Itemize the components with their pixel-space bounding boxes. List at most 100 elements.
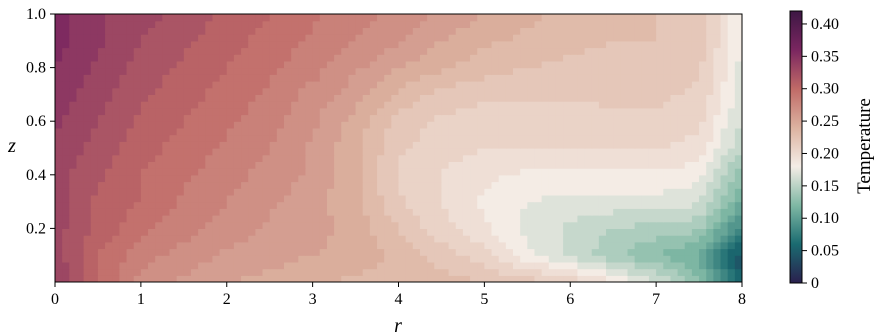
heatmap-cell [691, 127, 700, 136]
heatmap-cell [548, 54, 557, 62]
heatmap-cell [284, 114, 292, 122]
heatmap-cell [541, 241, 550, 250]
heatmap-cell [541, 127, 550, 136]
heatmap-cell [377, 87, 385, 95]
heatmap-cell [634, 201, 643, 209]
heatmap-cell [162, 81, 171, 89]
heatmap-cell [677, 235, 686, 243]
heatmap-cell [634, 194, 643, 203]
heatmap-cell [434, 81, 443, 89]
heatmap-cell [720, 215, 729, 223]
heatmap-cell [441, 181, 450, 189]
heatmap-cell [97, 241, 106, 250]
heatmap-cell [198, 101, 206, 109]
heatmap-cell [713, 215, 722, 223]
heatmap-cell [233, 20, 242, 28]
heatmap-cell [241, 235, 249, 243]
heatmap-cell [598, 40, 607, 49]
y-tick-label: 0.2 [26, 220, 46, 237]
heatmap-cell [563, 47, 571, 55]
heatmap-cell [470, 81, 478, 89]
heatmap-cell [727, 34, 736, 42]
heatmap-cell [377, 228, 385, 236]
heatmap-cell [455, 14, 464, 22]
heatmap-cell [284, 60, 292, 69]
heatmap-cell [112, 235, 121, 243]
heatmap-cell [269, 181, 278, 189]
heatmap-cell [648, 275, 657, 282]
heatmap-cell [434, 235, 443, 243]
heatmap-cell [219, 87, 228, 95]
heatmap-cell [169, 208, 178, 216]
heatmap-cell [470, 94, 478, 102]
heatmap-cell [577, 94, 586, 102]
heatmap-cell [713, 121, 722, 129]
heatmap-cell [720, 188, 729, 196]
heatmap-cell [269, 174, 278, 183]
heatmap-cell [190, 168, 199, 176]
heatmap-cell [491, 208, 500, 216]
heatmap-cell [133, 107, 142, 116]
heatmap-cell [105, 208, 113, 216]
heatmap-cell [455, 54, 464, 62]
heatmap-cell [183, 154, 192, 162]
heatmap-cell [691, 235, 700, 243]
heatmap-cell [312, 101, 321, 109]
heatmap-cell [706, 74, 714, 82]
heatmap-cell [606, 14, 614, 22]
heatmap-cell [90, 141, 99, 149]
heatmap-cell [462, 87, 471, 95]
heatmap-cell [441, 134, 450, 142]
heatmap-cell [133, 181, 142, 189]
heatmap-cell [470, 188, 478, 196]
heatmap-cell [405, 127, 414, 136]
heatmap-cell [226, 141, 235, 149]
heatmap-cell [55, 221, 63, 229]
heatmap-cell [169, 20, 178, 28]
heatmap-cell [305, 141, 314, 149]
heatmap-cell [577, 228, 586, 236]
heatmap-cell [563, 87, 571, 95]
heatmap-cell [563, 14, 571, 22]
heatmap-cell [341, 54, 350, 62]
heatmap-cell [112, 47, 121, 55]
heatmap-cell [648, 40, 657, 49]
heatmap-cell [241, 94, 249, 102]
heatmap-cell [427, 101, 435, 109]
heatmap-cell [534, 121, 543, 129]
heatmap-cell [706, 114, 714, 122]
heatmap-cell [119, 141, 128, 149]
heatmap-cell [720, 134, 729, 142]
heatmap-cell [620, 127, 629, 136]
heatmap-cell [90, 127, 99, 136]
heatmap-cell [377, 14, 385, 22]
heatmap-cell [720, 107, 729, 116]
heatmap-cell [284, 94, 292, 102]
heatmap-cell [291, 34, 299, 42]
heatmap-cell [62, 74, 70, 82]
heatmap-cell [391, 67, 400, 75]
heatmap-cell [377, 168, 385, 176]
heatmap-cell [641, 188, 650, 196]
heatmap-cell [563, 40, 571, 49]
heatmap-cell [699, 261, 707, 270]
heatmap-cell [162, 107, 171, 116]
heatmap-cell [634, 40, 643, 49]
heatmap-cell [455, 194, 464, 203]
heatmap-cell [384, 127, 392, 136]
heatmap-cell [126, 194, 135, 203]
heatmap-cell [555, 87, 564, 95]
heatmap-cell [162, 54, 171, 62]
heatmap-cell [140, 228, 149, 236]
heatmap-cell [548, 47, 557, 55]
heatmap-cell [470, 261, 478, 270]
heatmap-cell [534, 107, 543, 116]
heatmap-cell [419, 181, 428, 189]
heatmap-cell [419, 14, 428, 22]
heatmap-cell [384, 255, 392, 263]
heatmap-cell [713, 208, 722, 216]
heatmap-cell [491, 194, 500, 203]
heatmap-cell [248, 34, 256, 42]
heatmap-cell [198, 67, 206, 75]
heatmap-cell [212, 34, 221, 42]
